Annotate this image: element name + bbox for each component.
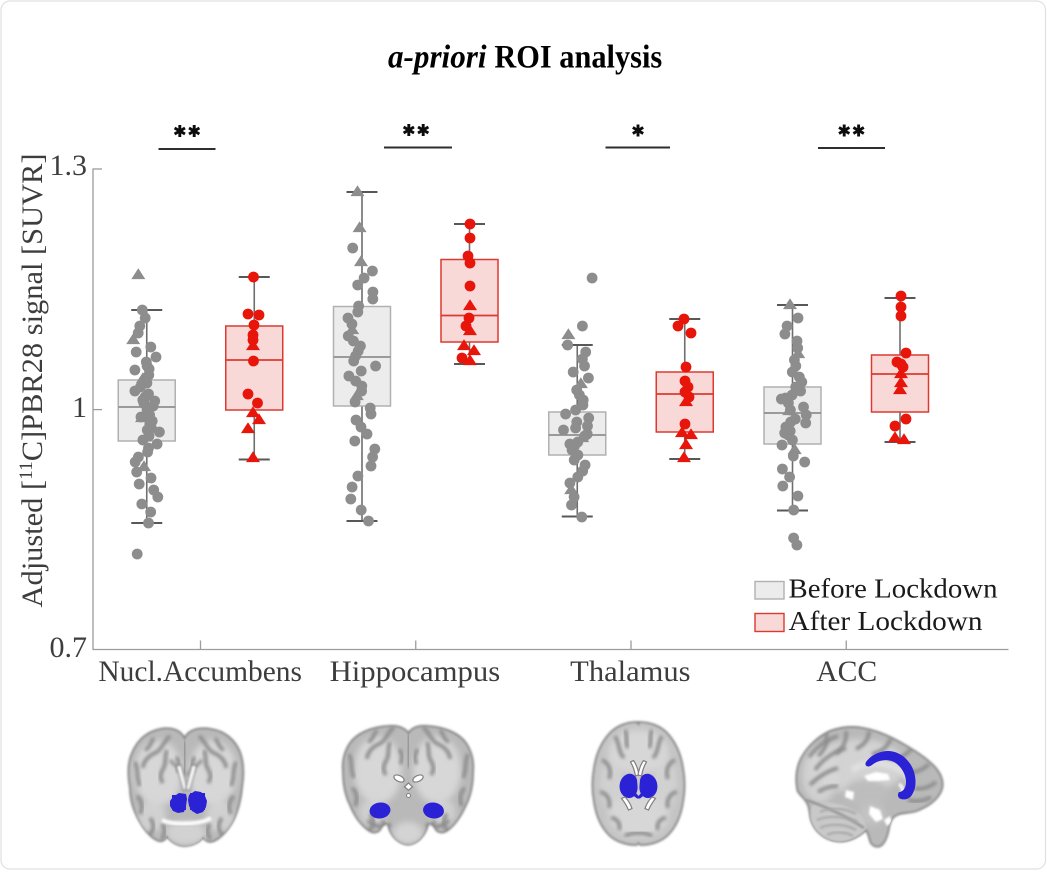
svg-text:Adjusted [11C]PBR28 signal [SU: Adjusted [11C]PBR28 signal [SUVR] — [16, 153, 49, 607]
svg-text:ACC: ACC — [816, 655, 877, 688]
svg-text:Thalamus: Thalamus — [570, 655, 690, 688]
svg-text:1: 1 — [72, 391, 87, 424]
svg-text:1.3: 1.3 — [50, 149, 88, 182]
svg-text:Hippocampus: Hippocampus — [330, 655, 501, 688]
svg-text:0.7: 0.7 — [50, 631, 88, 664]
svg-text:Nucl.Accumbens: Nucl.Accumbens — [98, 655, 302, 688]
svg-text:Before Lockdown: Before Lockdown — [789, 574, 999, 604]
svg-text:After Lockdown: After Lockdown — [789, 606, 984, 636]
svg-text:ROI analysis: ROI analysis — [494, 39, 662, 75]
svg-text:a-priori: a-priori — [388, 39, 487, 75]
